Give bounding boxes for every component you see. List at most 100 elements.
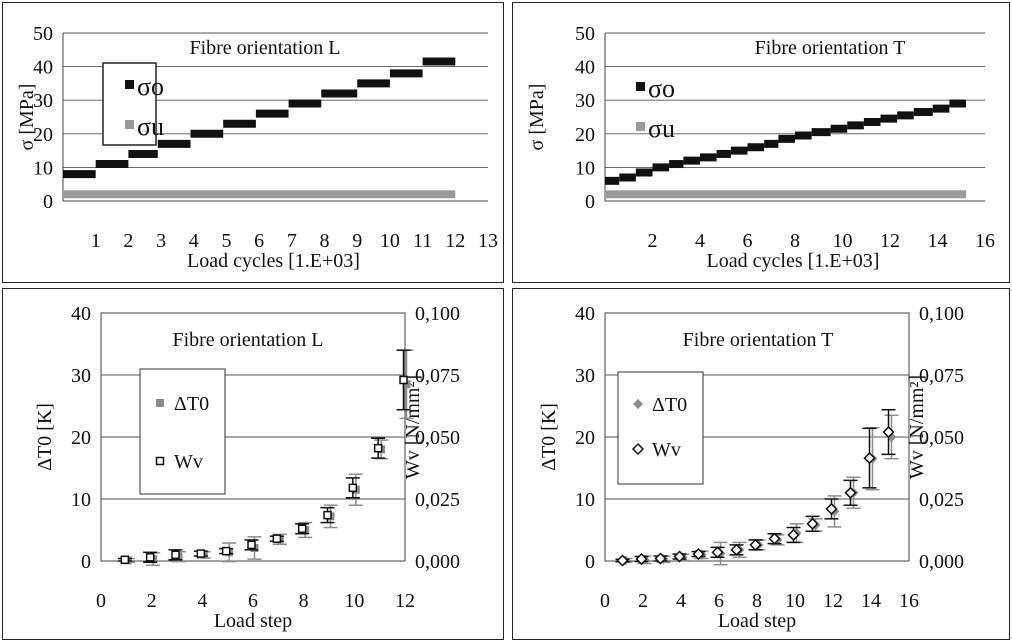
y-tick-label: 40 xyxy=(33,57,53,79)
x-tick-label: 5 xyxy=(221,230,231,252)
point-wv xyxy=(247,540,256,550)
chart-temperature-L: 0 10 20 30 40 0,000 0,025 0,050 0,075 0,100 0 2 4 6 8 1… xyxy=(34,303,460,632)
point-wv xyxy=(768,532,781,545)
panel-top-right: 0 10 20 30 40 50 2 4 6 8 10 12 14 16 Load cycles [1.E+… xyxy=(512,2,1010,283)
point-wv xyxy=(399,375,408,385)
plot-frame xyxy=(604,312,910,562)
legend-label: σo xyxy=(137,72,164,101)
x-tick-label: 4 xyxy=(197,590,207,612)
point-wv xyxy=(272,534,282,543)
legend-marker xyxy=(636,82,645,91)
x-axis-label: Load cycles [1.E+03] xyxy=(187,250,360,272)
x-tick-label: 10 xyxy=(833,230,853,252)
x-tick-label: 0 xyxy=(96,590,106,612)
legend-label: Wv xyxy=(652,439,681,461)
x-tick-label: 13 xyxy=(478,230,498,252)
point-wv xyxy=(882,425,895,439)
y-axis-label: ΔT0 [K] xyxy=(34,403,56,471)
point-wv xyxy=(348,483,358,493)
legend-marker xyxy=(156,399,164,407)
x-tick-label: 6 xyxy=(714,590,724,612)
y-tick-label: 50 xyxy=(575,23,595,45)
x-tick-label: 10 xyxy=(344,590,364,612)
legend-label: σu xyxy=(648,114,675,143)
y2-tick-label: 0,000 xyxy=(919,551,964,573)
chart-stress-T: 0 10 20 30 40 50 2 4 6 8 10 12 14 16 Load cycles [1.E+… xyxy=(526,23,995,272)
plot-frame xyxy=(100,312,406,562)
legend-marker xyxy=(125,80,134,89)
x-tick-label: 12 xyxy=(880,230,900,252)
legend-marker xyxy=(633,399,643,409)
point-wv xyxy=(825,502,838,515)
x-tick-label: 16 xyxy=(899,590,919,612)
point-wv xyxy=(297,524,307,534)
x-tick-label: 14 xyxy=(861,590,881,612)
x-axis-label: Load cycles [1.E+03] xyxy=(707,250,880,272)
x-tick-label: 8 xyxy=(299,590,309,612)
point-wv xyxy=(806,517,819,530)
point-wv xyxy=(171,550,180,560)
y2-tick-label: 0,075 xyxy=(415,365,460,387)
y-tick-label: 50 xyxy=(33,23,53,45)
legend-marker xyxy=(155,456,165,466)
x-tick-label: 6 xyxy=(254,230,264,252)
x-tick-label: 10 xyxy=(380,230,400,252)
chart-title: Fibre orientation T xyxy=(755,37,906,59)
y2-axis-label: Wv [N/mm²] xyxy=(402,375,424,479)
y2-tick-label: 0,000 xyxy=(415,551,460,573)
y2-tick-label: 0,100 xyxy=(415,303,460,325)
y-tick-label: 40 xyxy=(575,57,595,79)
point-wv xyxy=(616,554,629,567)
point-wv xyxy=(844,486,857,499)
legend-box xyxy=(102,62,157,146)
chart-temperature-T: 0 10 20 30 40 0,000 0,025 0,050 0,075 0,100 0 2 4 6 8 1… xyxy=(538,303,964,632)
legend-label: σu xyxy=(137,112,164,141)
legend-box xyxy=(617,371,704,485)
point-wv xyxy=(863,452,876,465)
legend-marker xyxy=(631,442,645,456)
x-tick-label: 1 xyxy=(91,230,101,252)
y-tick-label: 10 xyxy=(33,157,53,179)
y-tick-label: 30 xyxy=(33,90,53,112)
x-tick-label: 2 xyxy=(638,590,648,612)
y2-tick-label: 0,050 xyxy=(919,427,964,449)
x-tick-label: 4 xyxy=(676,590,686,612)
y-tick-label: 40 xyxy=(575,303,595,325)
point-wv xyxy=(196,549,206,558)
x-axis-label: Load step xyxy=(718,610,796,632)
y2-tick-label: 0,100 xyxy=(919,303,964,325)
y-tick-label: 30 xyxy=(71,365,91,387)
y2-tick-label: 0,025 xyxy=(415,489,460,511)
chart-title: Fibre orientation L xyxy=(172,329,323,351)
x-tick-label: 14 xyxy=(928,230,948,252)
point-wv xyxy=(145,553,155,562)
point-wv xyxy=(323,510,332,520)
y-tick-label: 20 xyxy=(33,124,53,146)
panel-top-left: 0 10 20 30 40 50 1 2 3 4 5 6 7 8 9 10 11 12 13 Load cycles … xyxy=(2,2,504,283)
point-wv xyxy=(730,543,743,556)
y-tick-label: 20 xyxy=(575,124,595,146)
y-tick-label: 20 xyxy=(575,427,595,449)
x-tick-label: 10 xyxy=(785,590,805,612)
point-dT0 xyxy=(402,380,411,389)
legend-label: σo xyxy=(648,74,675,103)
y2-axis-label: Wv [N/mm²] xyxy=(906,375,928,479)
x-tick-label: 2 xyxy=(123,230,133,252)
point-wv xyxy=(221,546,231,556)
x-tick-label: 6 xyxy=(248,590,258,612)
point-wv xyxy=(373,443,383,453)
x-tick-label: 12 xyxy=(395,590,415,612)
y-tick-label: 0 xyxy=(43,191,53,213)
y-tick-label: 10 xyxy=(71,489,91,511)
panel-bottom-left: 0 10 20 30 40 0,000 0,025 0,050 0,075 0,100 0 2 4 6 8 1… xyxy=(2,288,504,640)
legend-marker xyxy=(636,122,645,131)
legend-label: Wv xyxy=(174,451,203,473)
point-wv xyxy=(749,538,762,551)
legend-label: ΔT0 xyxy=(174,393,209,415)
chart-title: Fibre orientation L xyxy=(189,37,340,59)
x-tick-label: 4 xyxy=(695,230,705,252)
x-tick-label: 2 xyxy=(147,590,157,612)
y-tick-label: 10 xyxy=(575,157,595,179)
x-tick-label: 8 xyxy=(790,230,800,252)
y-tick-label: 30 xyxy=(575,90,595,112)
